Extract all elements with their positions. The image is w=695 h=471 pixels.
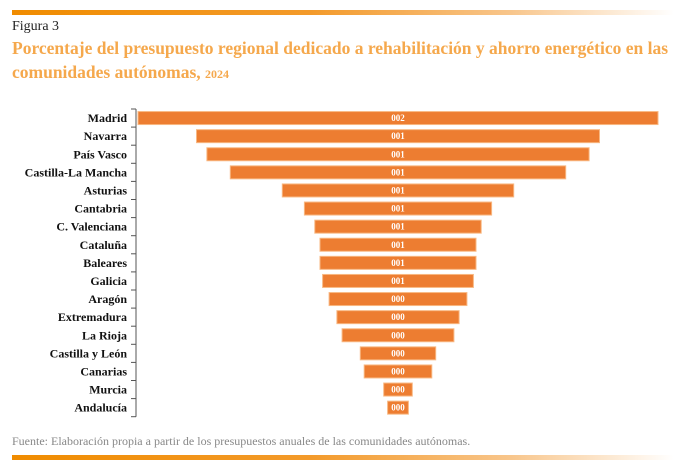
category-label: Navarra xyxy=(84,129,127,143)
bar-navarra xyxy=(196,129,600,144)
category-label: Madrid xyxy=(88,111,128,125)
data-label: 001 xyxy=(391,131,405,141)
value-labels: 002 001 001 001 001 001 001 001 001 001 000 000 000 0… xyxy=(391,113,405,413)
category-label: Cataluña xyxy=(80,238,127,252)
bar-canarias xyxy=(363,364,433,379)
data-label: 001 xyxy=(391,276,405,286)
category-label: Galicia xyxy=(90,274,127,288)
category-label: Extremadura xyxy=(58,310,127,324)
bar-catalu-a xyxy=(319,237,477,252)
chart-title-text: Porcentaje del presupuesto regional dedi… xyxy=(12,38,669,82)
source-note: Fuente: Elaboración propia a partir de l… xyxy=(12,434,471,448)
data-label: 001 xyxy=(391,204,405,214)
category-label: Baleares xyxy=(83,256,127,270)
y-axis xyxy=(131,108,137,418)
category-label: País Vasco xyxy=(73,147,127,161)
bar-madrid xyxy=(137,111,659,126)
category-label: Aragón xyxy=(88,292,127,306)
category-label: Castilla y León xyxy=(50,346,128,360)
bar-murcia xyxy=(383,382,413,397)
chart-title: Porcentaje del presupuesto regional dedi… xyxy=(12,36,672,86)
category-label: La Rioja xyxy=(82,328,127,342)
bars-group xyxy=(137,111,659,415)
data-label: 000 xyxy=(391,348,405,358)
data-label: 001 xyxy=(391,167,405,177)
bar-castilla-y-le-n xyxy=(359,346,437,361)
data-label: 001 xyxy=(391,240,405,250)
bar-extremadura xyxy=(336,310,460,325)
bar-andaluc-a xyxy=(387,400,409,415)
category-label: Canarias xyxy=(80,364,127,378)
figure-label: Figura 3 xyxy=(12,19,60,34)
category-labels: Madrid Navarra País Vasco Castilla-La Manch… xyxy=(25,111,128,415)
category-label: Asturias xyxy=(84,183,128,197)
category-label: Cantabria xyxy=(74,202,127,216)
bottom-accent-rule xyxy=(12,455,674,460)
funnel-bar-chart: Madrid Navarra País Vasco Castilla-La Manch… xyxy=(25,108,659,418)
data-label: 000 xyxy=(391,294,405,304)
data-label: 001 xyxy=(391,258,405,268)
bar-galicia xyxy=(322,273,474,288)
bar-castilla-la-mancha xyxy=(229,165,567,180)
data-label: 000 xyxy=(391,330,405,340)
data-label: 000 xyxy=(391,366,405,376)
category-label: C. Valenciana xyxy=(56,220,127,234)
data-label: 000 xyxy=(391,312,405,322)
bar-arag-n xyxy=(328,292,468,307)
bar-cantabria xyxy=(303,201,493,216)
data-label: 000 xyxy=(391,385,405,395)
bar-baleares xyxy=(319,255,477,270)
bar-asturias xyxy=(281,183,515,198)
category-label: Andalucía xyxy=(74,401,127,415)
chart-title-year: 2024 xyxy=(205,67,230,81)
data-label: 001 xyxy=(391,149,405,159)
bar-c-valenciana xyxy=(314,219,482,234)
category-label: Castilla-La Mancha xyxy=(25,165,127,179)
data-label: 000 xyxy=(391,403,405,413)
top-accent-rule xyxy=(12,10,674,15)
data-label: 001 xyxy=(391,222,405,232)
bar-la-rioja xyxy=(341,328,455,343)
bar-pa-s-vasco xyxy=(206,147,590,162)
data-label: 001 xyxy=(391,185,405,195)
data-label: 002 xyxy=(391,113,405,123)
category-label: Murcia xyxy=(89,383,127,397)
